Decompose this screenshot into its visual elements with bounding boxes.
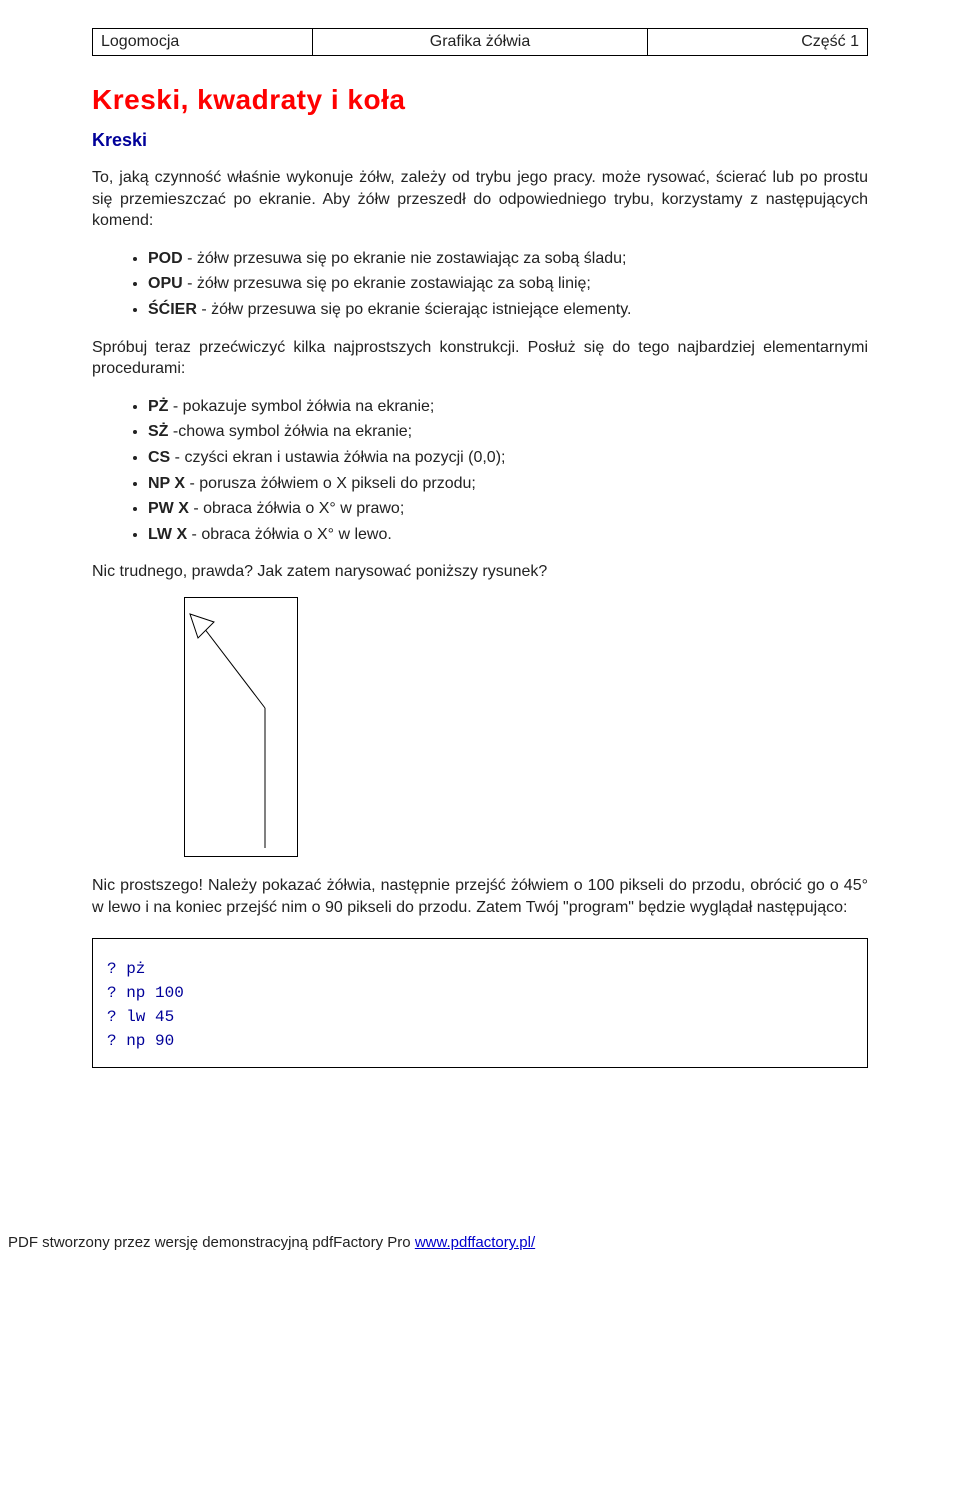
turtle-figure xyxy=(184,597,298,857)
footer-text: PDF stworzony przez wersję demonstracyjn… xyxy=(8,1234,415,1251)
cmd-name: PŻ xyxy=(148,398,168,415)
page-title: Kreski, kwadraty i koła xyxy=(92,84,868,116)
cmd-name: CS xyxy=(148,449,170,466)
header-table: Logomocja Grafika żółwia Część 1 xyxy=(92,28,868,56)
header-right: Część 1 xyxy=(648,29,868,56)
cmd-desc: - pokazuje symbol żółwia na ekranie; xyxy=(168,398,434,415)
list-item: ŚĆIER - żółw przesuwa się po ekranie ści… xyxy=(148,297,868,323)
cmd-name: OPU xyxy=(148,275,183,292)
header-left: Logomocja xyxy=(93,29,313,56)
list-item: NP X - porusza żółwiem o X pikseli do pr… xyxy=(148,471,868,497)
section-subtitle: Kreski xyxy=(92,130,868,151)
cmd-desc: - żółw przesuwa się po ekranie ścierając… xyxy=(197,301,632,318)
code-line: ? pż xyxy=(107,960,145,978)
list-item: LW X - obraca żółwia o X° w lewo. xyxy=(148,522,868,548)
list-item: OPU - żółw przesuwa się po ekranie zosta… xyxy=(148,271,868,297)
code-block: ? pż ? np 100 ? lw 45 ? np 90 xyxy=(92,938,868,1068)
list-item: PŻ - pokazuje symbol żółwia na ekranie; xyxy=(148,394,868,420)
cmd-name: NP X xyxy=(148,475,185,492)
cmd-desc: - żółw przesuwa się po ekranie zostawiaj… xyxy=(183,275,591,292)
cmd-name: SŻ xyxy=(148,423,168,440)
pdf-footer: PDF stworzony przez wersję demonstracyjn… xyxy=(0,1228,960,1257)
solution-paragraph: Nic prostszego! Należy pokazać żółwia, n… xyxy=(92,875,868,918)
turtle-drawing-icon xyxy=(185,598,297,856)
cmd-name: POD xyxy=(148,250,183,267)
list-item: CS - czyści ekran i ustawia żółwia na po… xyxy=(148,445,868,471)
code-line: ? np 100 xyxy=(107,984,184,1002)
footer-link[interactable]: www.pdffactory.pl/ xyxy=(415,1234,535,1251)
code-line: ? np 90 xyxy=(107,1032,174,1050)
intro-paragraph-1: To, jaką czynność właśnie wykonuje żółw,… xyxy=(92,167,868,232)
list-item: PW X - obraca żółwia o X° w prawo; xyxy=(148,496,868,522)
procedures-list: PŻ - pokazuje symbol żółwia na ekranie; … xyxy=(92,394,868,548)
cmd-desc: - obraca żółwia o X° w lewo. xyxy=(187,526,392,543)
cmd-name: ŚĆIER xyxy=(148,301,197,318)
list-item: SŻ -chowa symbol żółwia na ekranie; xyxy=(148,419,868,445)
command-modes-list: POD - żółw przesuwa się po ekranie nie z… xyxy=(92,246,868,323)
cmd-desc: - czyści ekran i ustawia żółwia na pozyc… xyxy=(170,449,505,466)
cmd-desc: -chowa symbol żółwia na ekranie; xyxy=(168,423,412,440)
question-paragraph: Nic trudnego, prawda? Jak zatem narysowa… xyxy=(92,561,868,583)
cmd-name: LW X xyxy=(148,526,187,543)
list-item: POD - żółw przesuwa się po ekranie nie z… xyxy=(148,246,868,272)
cmd-desc: - porusza żółwiem o X pikseli do przodu; xyxy=(185,475,476,492)
code-line: ? lw 45 xyxy=(107,1008,174,1026)
cmd-desc: - obraca żółwia o X° w prawo; xyxy=(189,500,404,517)
cmd-name: PW X xyxy=(148,500,189,517)
header-middle: Grafika żółwia xyxy=(312,29,648,56)
cmd-desc: - żółw przesuwa się po ekranie nie zosta… xyxy=(183,250,627,267)
intro-paragraph-2: Spróbuj teraz przećwiczyć kilka najprost… xyxy=(92,337,868,380)
